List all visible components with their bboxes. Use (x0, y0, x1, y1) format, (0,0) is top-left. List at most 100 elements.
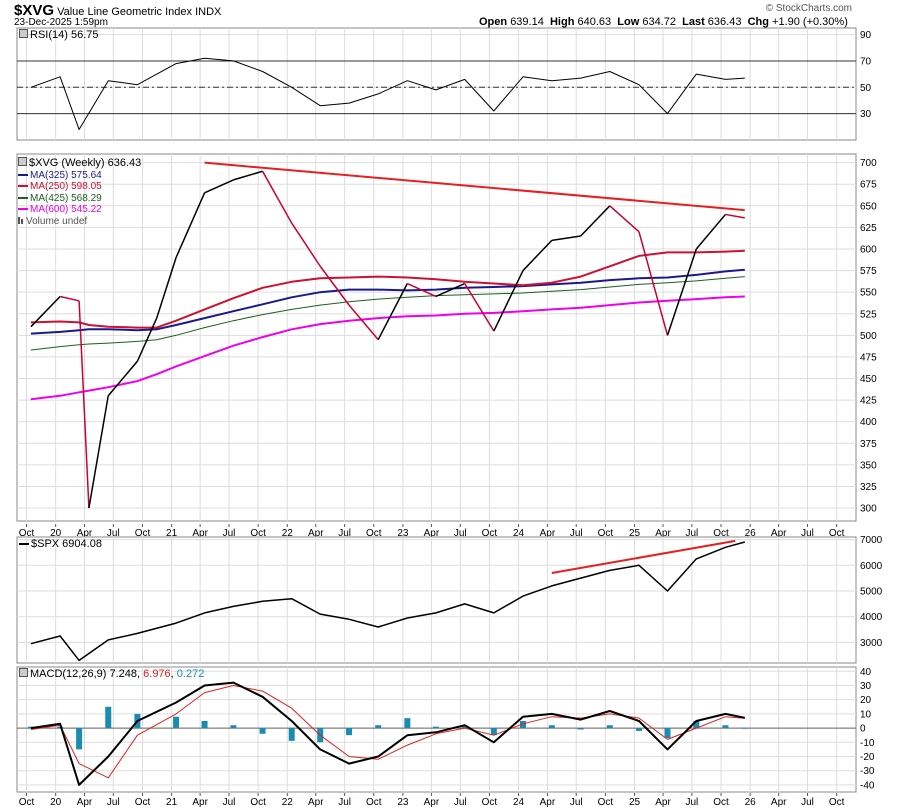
macd-hist-bar (461, 725, 468, 729)
x-tick-label: Oct (482, 528, 498, 539)
chg-value: +1.90 (+0.30%) (772, 16, 848, 28)
x-tick-label: 23 (397, 528, 409, 539)
price-segment (59, 295, 80, 302)
macd-hist-bar (76, 728, 83, 750)
price-segment (407, 282, 437, 298)
quote-bar: Open 639.14 High 640.63 Low 634.72 Last … (479, 16, 848, 28)
price-segment (638, 231, 669, 336)
high-value: 640.63 (577, 16, 612, 28)
rsi-legend-text: RSI(14) 56.75 (30, 29, 99, 41)
price-segment (580, 205, 611, 237)
macd-hist-bar (230, 725, 237, 729)
legend-volume: Volume undef (26, 215, 88, 227)
x-tick-label: Jul (454, 528, 467, 539)
price-segment (156, 257, 177, 319)
chart-header: $XVG Value Line Geometric Index INDX (14, 2, 221, 19)
macd-signal-line (30, 685, 745, 779)
macd-y-tick: 20 (860, 695, 872, 706)
x-tick-label: Jul (338, 528, 351, 539)
x-tick-label: Apr (424, 797, 440, 808)
legend-ma325: MA(325) 575.64 (30, 169, 102, 181)
x-tick-label: Jul (107, 797, 120, 808)
price-y-tick: 350 (860, 460, 877, 471)
price-y-tick: 675 (860, 180, 877, 191)
x-tick-label: Apr (540, 797, 556, 808)
ma250-line (30, 249, 745, 329)
x-tick-label: Apr (308, 528, 324, 539)
macd-hist-bar (741, 727, 748, 729)
macd-hist-bar (288, 728, 295, 741)
macd-legend-name: MACD(12,26,9) (30, 668, 107, 680)
x-tick-label: 20 (50, 528, 62, 539)
spx-y-tick: 4000 (860, 612, 883, 623)
rsi-panel: 90 70 50 30 (16, 27, 872, 141)
macd-y-tick: 40 (860, 667, 872, 678)
macd-hist-bar (722, 725, 729, 729)
price-y-tick: 325 (860, 482, 877, 493)
x-tick-label: Oct (598, 797, 614, 808)
x-tick-label: Jul (685, 528, 698, 539)
price-panel: 700 675 650 625 600 575 550 525 500 475 450 425 400 3… (16, 153, 877, 522)
rsi-line (30, 57, 745, 130)
price-y-tick: 550 (860, 288, 877, 299)
x-tick-label: 23 (397, 797, 409, 808)
x-tick-label: Jul (223, 528, 236, 539)
macd-hist-bar (432, 726, 439, 729)
macd-hist-bar (173, 716, 180, 729)
legend-ma425: MA(425) 568.29 (30, 192, 102, 204)
price-segment (291, 222, 321, 267)
price-segment (666, 248, 698, 336)
macd-signal-value: 6.976 (143, 668, 171, 680)
high-label: High (549, 16, 575, 28)
price-y-tick: 375 (860, 439, 877, 450)
x-tick-label: 21 (166, 528, 178, 539)
spx-line (30, 541, 745, 662)
macd-y-tick: -40 (860, 780, 875, 791)
legend-ma250: MA(250) 598.05 (30, 181, 102, 192)
x-tick-label: 22 (282, 797, 294, 808)
spx-y-tick: 6000 (860, 561, 883, 572)
spx-y-tick: 3000 (860, 638, 883, 649)
macd-hist-bar (606, 725, 613, 729)
x-tick-label: Apr (192, 797, 208, 808)
price-segment (609, 205, 640, 233)
macd-y-tick: 0 (860, 724, 866, 735)
macd-hist-value: 0.272 (176, 668, 205, 680)
last-label: Last (682, 16, 705, 28)
ma425-swatch (18, 196, 28, 199)
x-tick-label: Jul (223, 797, 236, 808)
x-tick-label: Apr (771, 528, 787, 539)
spx-y-tick: 5000 (860, 587, 883, 598)
rsi-frame (16, 27, 857, 141)
price-frame (16, 153, 857, 522)
macd-hist-bar (664, 728, 671, 739)
macd-hist-bar (693, 720, 700, 729)
x-tick-label: Oct (19, 797, 35, 808)
x-tick-label: Jul (338, 797, 351, 808)
x-tick-label: Jul (570, 797, 583, 808)
macd-hist-bar (404, 718, 411, 729)
ma250-swatch (18, 185, 28, 188)
price-segment (88, 395, 109, 509)
rsi-legend: RSI(14) 56.75 (19, 29, 98, 41)
price-segment (175, 192, 206, 258)
price-y-tick: 500 (860, 331, 877, 342)
x-tick-label: Apr (77, 528, 93, 539)
rsi-y-tick: 30 (860, 109, 872, 120)
price-trendline (204, 161, 745, 212)
price-y-tick: 650 (860, 201, 877, 212)
volume-icon (18, 216, 20, 224)
price-segment (233, 170, 263, 181)
macd-y-tick: 10 (860, 709, 872, 720)
x-tick-label: 20 (50, 797, 62, 808)
x-tick-label: Oct (713, 528, 729, 539)
x-tick-label: 24 (513, 528, 525, 539)
x-tick-label: Apr (655, 528, 671, 539)
x-tick-label: Jul (107, 528, 120, 539)
x-tick-label: Oct (135, 528, 151, 539)
x-tick-label: Oct (366, 797, 382, 808)
price-segment (695, 213, 727, 250)
low-label: Low (617, 16, 640, 28)
ma600-line (30, 295, 745, 401)
macd-hist-bar (259, 728, 266, 734)
